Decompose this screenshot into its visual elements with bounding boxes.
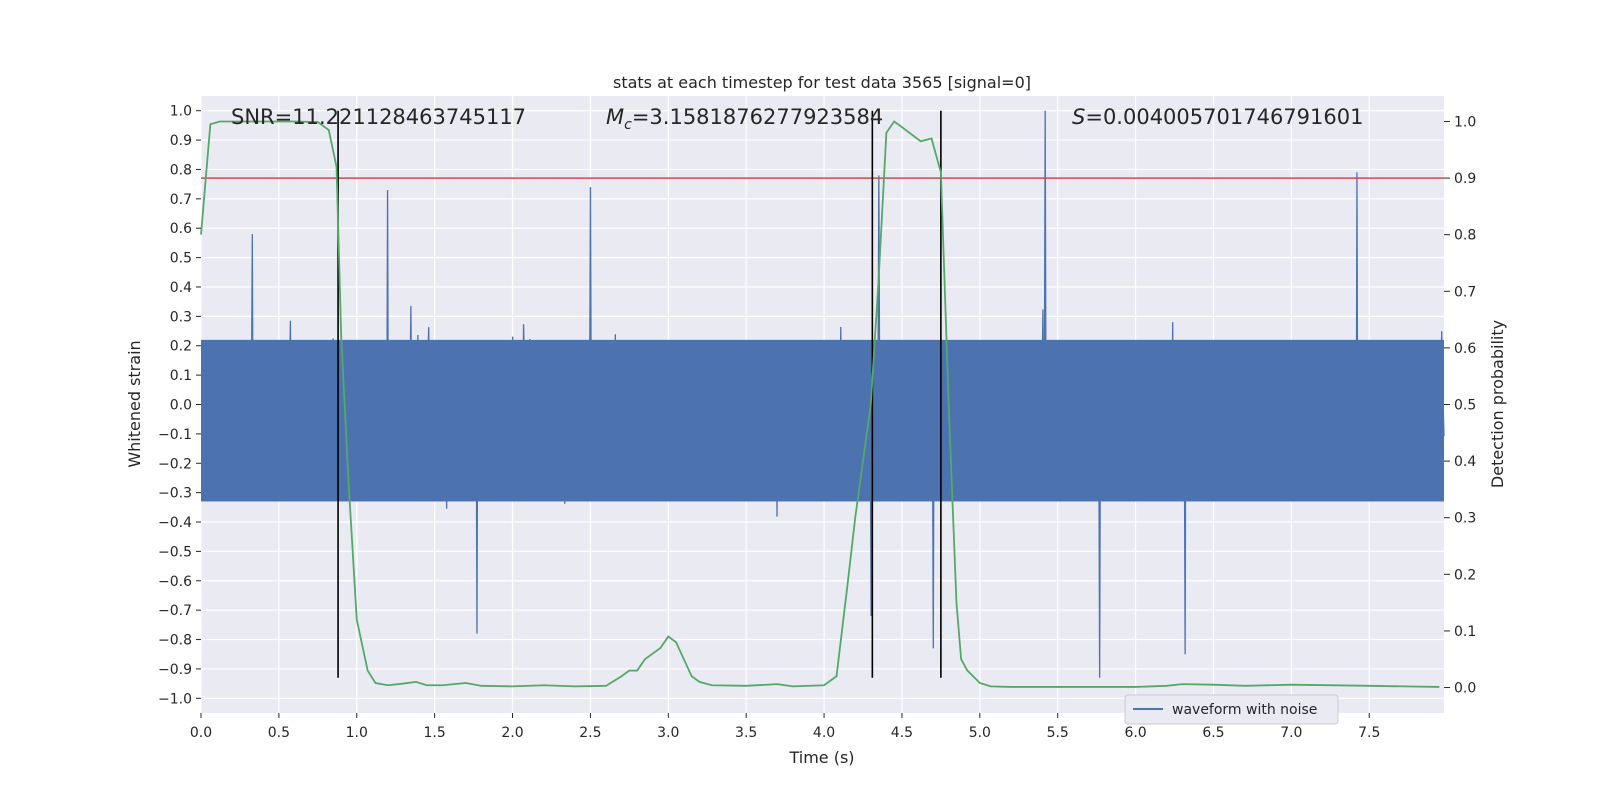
y2-tick-label: 0.9 [1454, 171, 1476, 187]
x-tick-label: 6.5 [1202, 725, 1224, 741]
y-tick-label: −0.7 [158, 603, 192, 619]
x-tick-label: 4.0 [813, 725, 835, 741]
y-tick-label: 0.9 [170, 133, 192, 149]
x-tick-label: 2.0 [501, 725, 523, 741]
x-tick-label: 6.0 [1124, 725, 1146, 741]
chirp-mass-symbol: M [606, 105, 624, 129]
y-tick-label: 0.8 [170, 162, 192, 178]
x-tick-label: 2.5 [579, 725, 601, 741]
y-axis-ticks: −1.0 −0.9 −0.8 −0.7 −0.6 −0.5 −0.4 −0.3 −0.2 −0.1… [158, 104, 201, 707]
s-symbol: S [1072, 105, 1085, 129]
y2-tick-label: 0.4 [1454, 454, 1476, 470]
waveform-series [200, 110, 1445, 678]
y-tick-label: 1.0 [170, 104, 192, 120]
y-tick-label: 0.2 [170, 339, 192, 355]
x-tick-label: 0.5 [268, 725, 290, 741]
s-annotation: S=0.004005701746791601 [1072, 105, 1363, 129]
y-tick-label: −0.1 [158, 427, 192, 443]
x-axis-label: Time (s) [788, 748, 854, 767]
y2-axis-label: Detection probability [1488, 320, 1507, 488]
legend-box [1124, 694, 1339, 725]
y2-tick-label: 0.7 [1454, 284, 1476, 300]
y-tick-label: 0.4 [170, 280, 192, 296]
waveform-dense-band [201, 339, 1444, 502]
y2-tick-label: 0.5 [1454, 398, 1476, 414]
x-tick-label: 5.0 [969, 725, 991, 741]
snr-annotation: SNR=11.221128463745117 [231, 105, 526, 129]
x-tick-label: 0.0 [190, 725, 212, 741]
x-tick-label: 3.5 [735, 725, 757, 741]
y-tick-label: 0.7 [170, 192, 192, 208]
chirp-mass-annotation: Mc=3.1581876277923584 [606, 105, 883, 133]
y2-tick-label: 1.0 [1454, 114, 1476, 130]
x-axis-ticks: 0.0 0.5 1.0 1.5 2.0 2.5 3.0 3.5 4.0 4.5 5.0 5.5 6.0 6… [190, 713, 1380, 741]
x-tick-label: 5.5 [1047, 725, 1069, 741]
y-tick-label: −0.5 [158, 544, 192, 560]
y2-tick-label: 0.0 [1454, 681, 1476, 697]
y-tick-label: 0.1 [170, 368, 192, 384]
y-tick-label: −0.6 [158, 574, 192, 590]
y-tick-label: 0.3 [170, 309, 192, 325]
x-tick-label: 1.0 [346, 725, 368, 741]
probability-series [200, 120, 1440, 688]
y-tick-label: 0.6 [170, 221, 192, 237]
y2-tick-label: 0.1 [1454, 624, 1476, 640]
y2-tick-label: 0.2 [1454, 567, 1476, 583]
x-tick-label: 3.0 [657, 725, 679, 741]
y2-axis-ticks: 0.0 0.1 0.2 0.3 0.4 0.5 0.6 0.7 0.8 0.9 1.0 [1444, 114, 1476, 697]
y-tick-label: 0.0 [170, 398, 192, 414]
x-tick-label: 7.5 [1358, 725, 1380, 741]
probability-line [200, 120, 1440, 688]
y-tick-label: 0.5 [170, 251, 192, 267]
y-tick-label: −0.2 [158, 456, 192, 472]
y-tick-label: −0.9 [158, 662, 192, 678]
y-tick-label: −1.0 [158, 691, 192, 707]
x-tick-label: 1.5 [424, 725, 446, 741]
y2-tick-label: 0.6 [1454, 341, 1476, 357]
y2-tick-label: 0.3 [1454, 511, 1476, 527]
chirp-mass-value: =3.1581876277923584 [632, 105, 883, 129]
x-tick-label: 4.5 [891, 725, 913, 741]
y-tick-label: −0.8 [158, 633, 192, 649]
legend-label: waveform with noise [1172, 702, 1317, 718]
chart-title: stats at each timestep for test data 356… [613, 73, 1031, 92]
y-tick-label: −0.4 [158, 515, 192, 531]
y2-tick-label: 0.8 [1454, 228, 1476, 244]
chirp-mass-subscript: c [624, 117, 632, 133]
y-tick-label: −0.3 [158, 486, 192, 502]
x-tick-label: 7.0 [1280, 725, 1302, 741]
y-axis-label: Whitened strain [125, 340, 144, 467]
s-value: =0.004005701746791601 [1085, 105, 1363, 129]
legend: waveform with noise [1124, 694, 1339, 725]
